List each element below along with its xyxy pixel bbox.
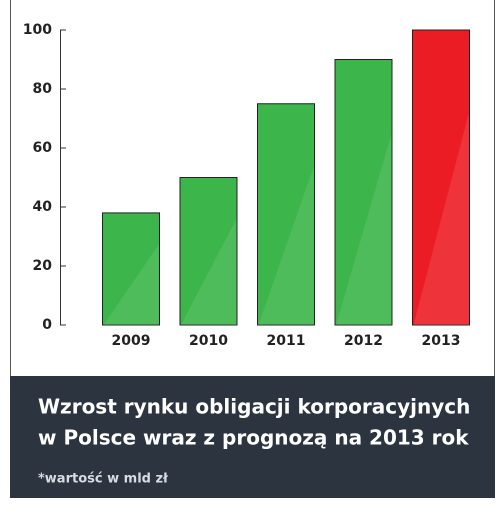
x-tick-label: 2011 xyxy=(267,333,306,349)
y-tick-label: 80 xyxy=(33,81,53,97)
x-tick-label: 2013 xyxy=(422,333,461,349)
y-tick-label: 0 xyxy=(42,317,52,333)
x-tick-label: 2012 xyxy=(344,333,383,349)
bar-highlight xyxy=(258,165,314,325)
bar xyxy=(102,212,160,326)
bar xyxy=(257,103,315,326)
chart-title: Wzrost rynku obligacji korporacyjnych xyxy=(38,395,470,419)
y-tick-label: 20 xyxy=(33,258,53,274)
bar-highlight xyxy=(103,244,159,325)
footnote: *wartość w mld zł xyxy=(38,472,169,487)
bar xyxy=(412,29,470,326)
caption-panel xyxy=(10,376,495,498)
y-tick-label: 40 xyxy=(33,199,53,215)
x-tick-label: 2010 xyxy=(189,333,228,349)
x-tick-label: 2009 xyxy=(112,333,151,349)
y-tick-label: 60 xyxy=(33,140,53,156)
bar xyxy=(179,177,238,326)
bar-highlight xyxy=(413,112,469,325)
chart-title: w Polsce wraz z prognozą na 2013 rok xyxy=(38,426,469,450)
y-tick-label: 100 xyxy=(23,22,52,38)
bar-highlight xyxy=(181,218,237,325)
bar xyxy=(334,59,393,326)
bar-highlight xyxy=(336,133,392,325)
